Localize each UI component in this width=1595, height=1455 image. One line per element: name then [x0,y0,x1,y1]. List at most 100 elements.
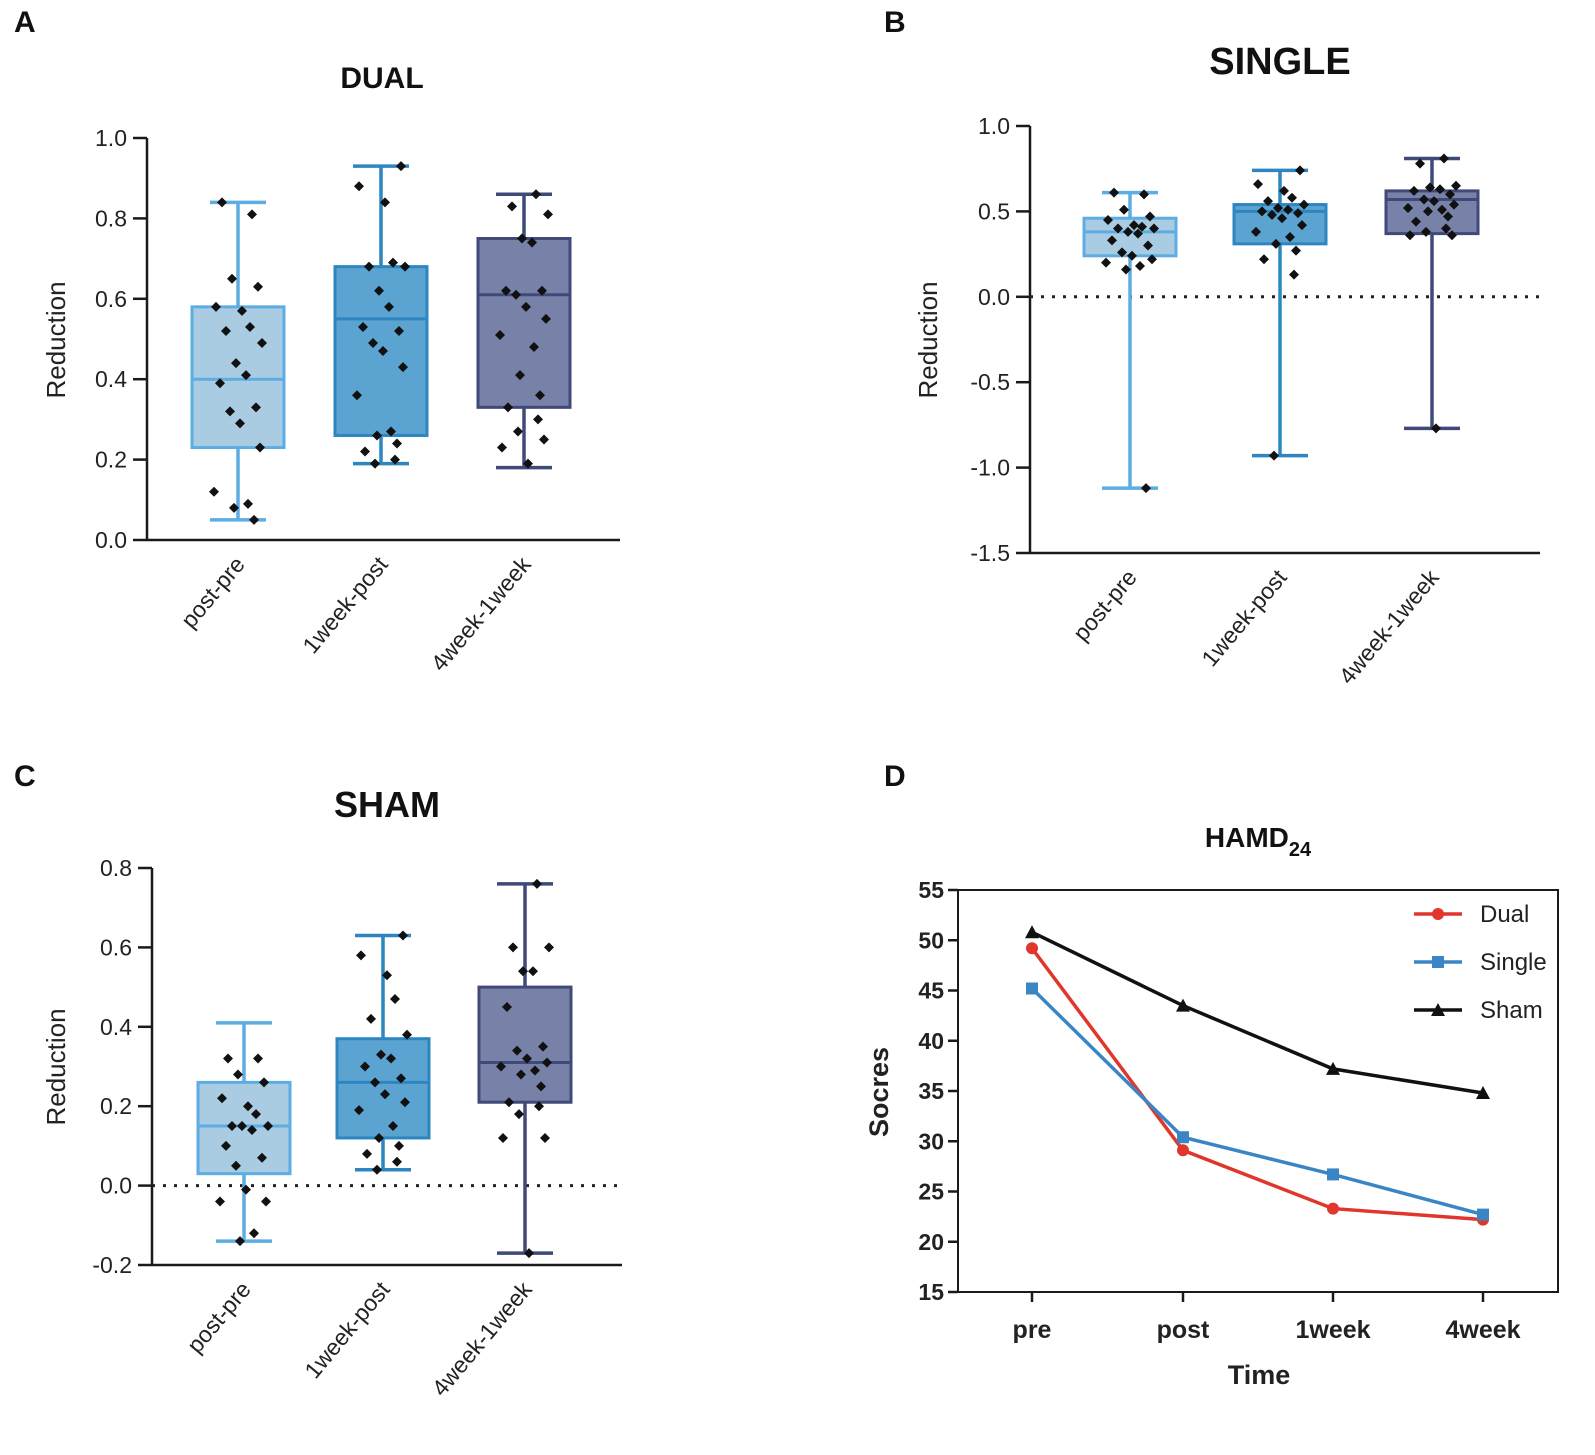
data-point [388,1121,398,1132]
data-point [374,1132,384,1143]
y-tick-label: 30 [918,1128,944,1154]
data-point [1295,165,1305,176]
data-point [1109,187,1119,198]
data-point [372,430,382,441]
chart-title: SINGLE [1209,41,1350,83]
panel-letter: D [884,760,906,793]
iqr-box [1082,216,1178,258]
y-tick-label: 25 [918,1179,944,1205]
y-axis-ticks: 15 20 25 30 35 40 45 50 55 [918,877,958,1305]
data-point [221,325,231,336]
data-point [1403,202,1413,213]
data-point [1139,189,1149,200]
data-point [1251,226,1261,237]
data-point [1107,235,1117,246]
data-point [498,1132,508,1143]
data-point [1103,214,1113,225]
x-axis-categories: post-pre 1week-post 4week-1week [176,551,536,676]
box-post-pre [1082,187,1178,494]
data-point [496,1061,506,1072]
data-point [386,426,396,437]
data-point [530,1065,540,1076]
data-point [1026,982,1038,995]
x-category-label: post-pre [1068,565,1142,646]
data-point [1435,184,1445,195]
data-point [1273,202,1283,213]
data-point [245,321,255,332]
data-point [225,406,235,417]
data-point [1425,182,1435,193]
x-category-label: 4week [1445,1316,1520,1344]
data-point [237,305,247,316]
legend-item-sham: Sham [1414,997,1543,1024]
y-tick-label: 0.0 [95,527,127,553]
data-point [1291,245,1301,256]
data-point [229,502,239,513]
data-point [1259,254,1269,265]
data-point [541,313,551,324]
data-point [508,942,518,953]
x-axis-label: Time [1228,1360,1291,1390]
data-point [1267,209,1277,220]
legend: Dual Single Sham [1414,901,1547,1024]
data-point [1409,185,1419,196]
y-tick-label: 0.6 [95,286,127,312]
data-point [366,1013,376,1024]
data-point [370,1077,380,1088]
y-axis-ticks: -0.2 0.0 0.2 0.4 0.6 0.8 [92,855,152,1278]
data-point [394,1140,404,1151]
data-point [1299,199,1309,210]
data-point [533,414,543,425]
y-tick-label: 1.0 [978,113,1010,139]
data-point [521,301,531,312]
y-tick-label: 20 [918,1229,944,1255]
y-tick-label: 15 [918,1279,944,1305]
legend-item-dual: Dual [1414,901,1529,928]
data-point [235,418,245,429]
x-category-label: post-pre [176,552,250,633]
data-point [253,1053,263,1064]
data-point [1025,925,1039,939]
plot-area [1028,126,1540,555]
data-point [1297,220,1307,231]
data-point [364,261,374,272]
data-point [1326,1061,1340,1075]
x-category-label: 1week-post [299,1276,395,1383]
data-point [223,1053,233,1064]
data-point [209,486,219,497]
y-tick-label: 0.4 [95,366,127,392]
data-point [358,321,368,332]
data-point [513,426,523,437]
box-1week-post [335,930,431,1175]
y-axis-label: Reduction [41,1008,71,1125]
data-point [255,442,265,453]
data-point [515,370,525,381]
data-point [532,878,542,889]
y-tick-label: 50 [918,927,944,953]
data-point [1133,228,1143,239]
data-point [518,966,528,977]
x-axis-categories: pre post 1week 4week [1013,1292,1521,1344]
series-line [1030,987,1484,1217]
data-point [1149,223,1159,234]
data-point [1447,230,1457,241]
data-point [360,1061,370,1072]
panel-c-sham: C SHAM Reduction -0.2 0.0 0.2 0.4 0.6 0.8 pos… [14,760,622,1401]
x-category-label: 1week-post [1196,564,1292,671]
data-point [528,966,538,977]
data-point [1129,220,1139,231]
data-point [396,1073,406,1084]
box-4week-1week [476,189,572,470]
data-point [217,197,227,208]
data-point [263,1121,273,1132]
data-point [370,458,380,469]
box-4week-1week [477,878,573,1259]
legend-label: Dual [1480,901,1529,928]
x-axis-categories: post-pre 1week-post 4week-1week [182,1276,537,1401]
data-point [1026,942,1038,955]
data-point [1143,240,1153,251]
data-point [507,201,517,212]
data-point [227,273,237,284]
x-category-label: 4week-1week [426,551,537,676]
y-tick-label: 0.5 [978,198,1010,224]
